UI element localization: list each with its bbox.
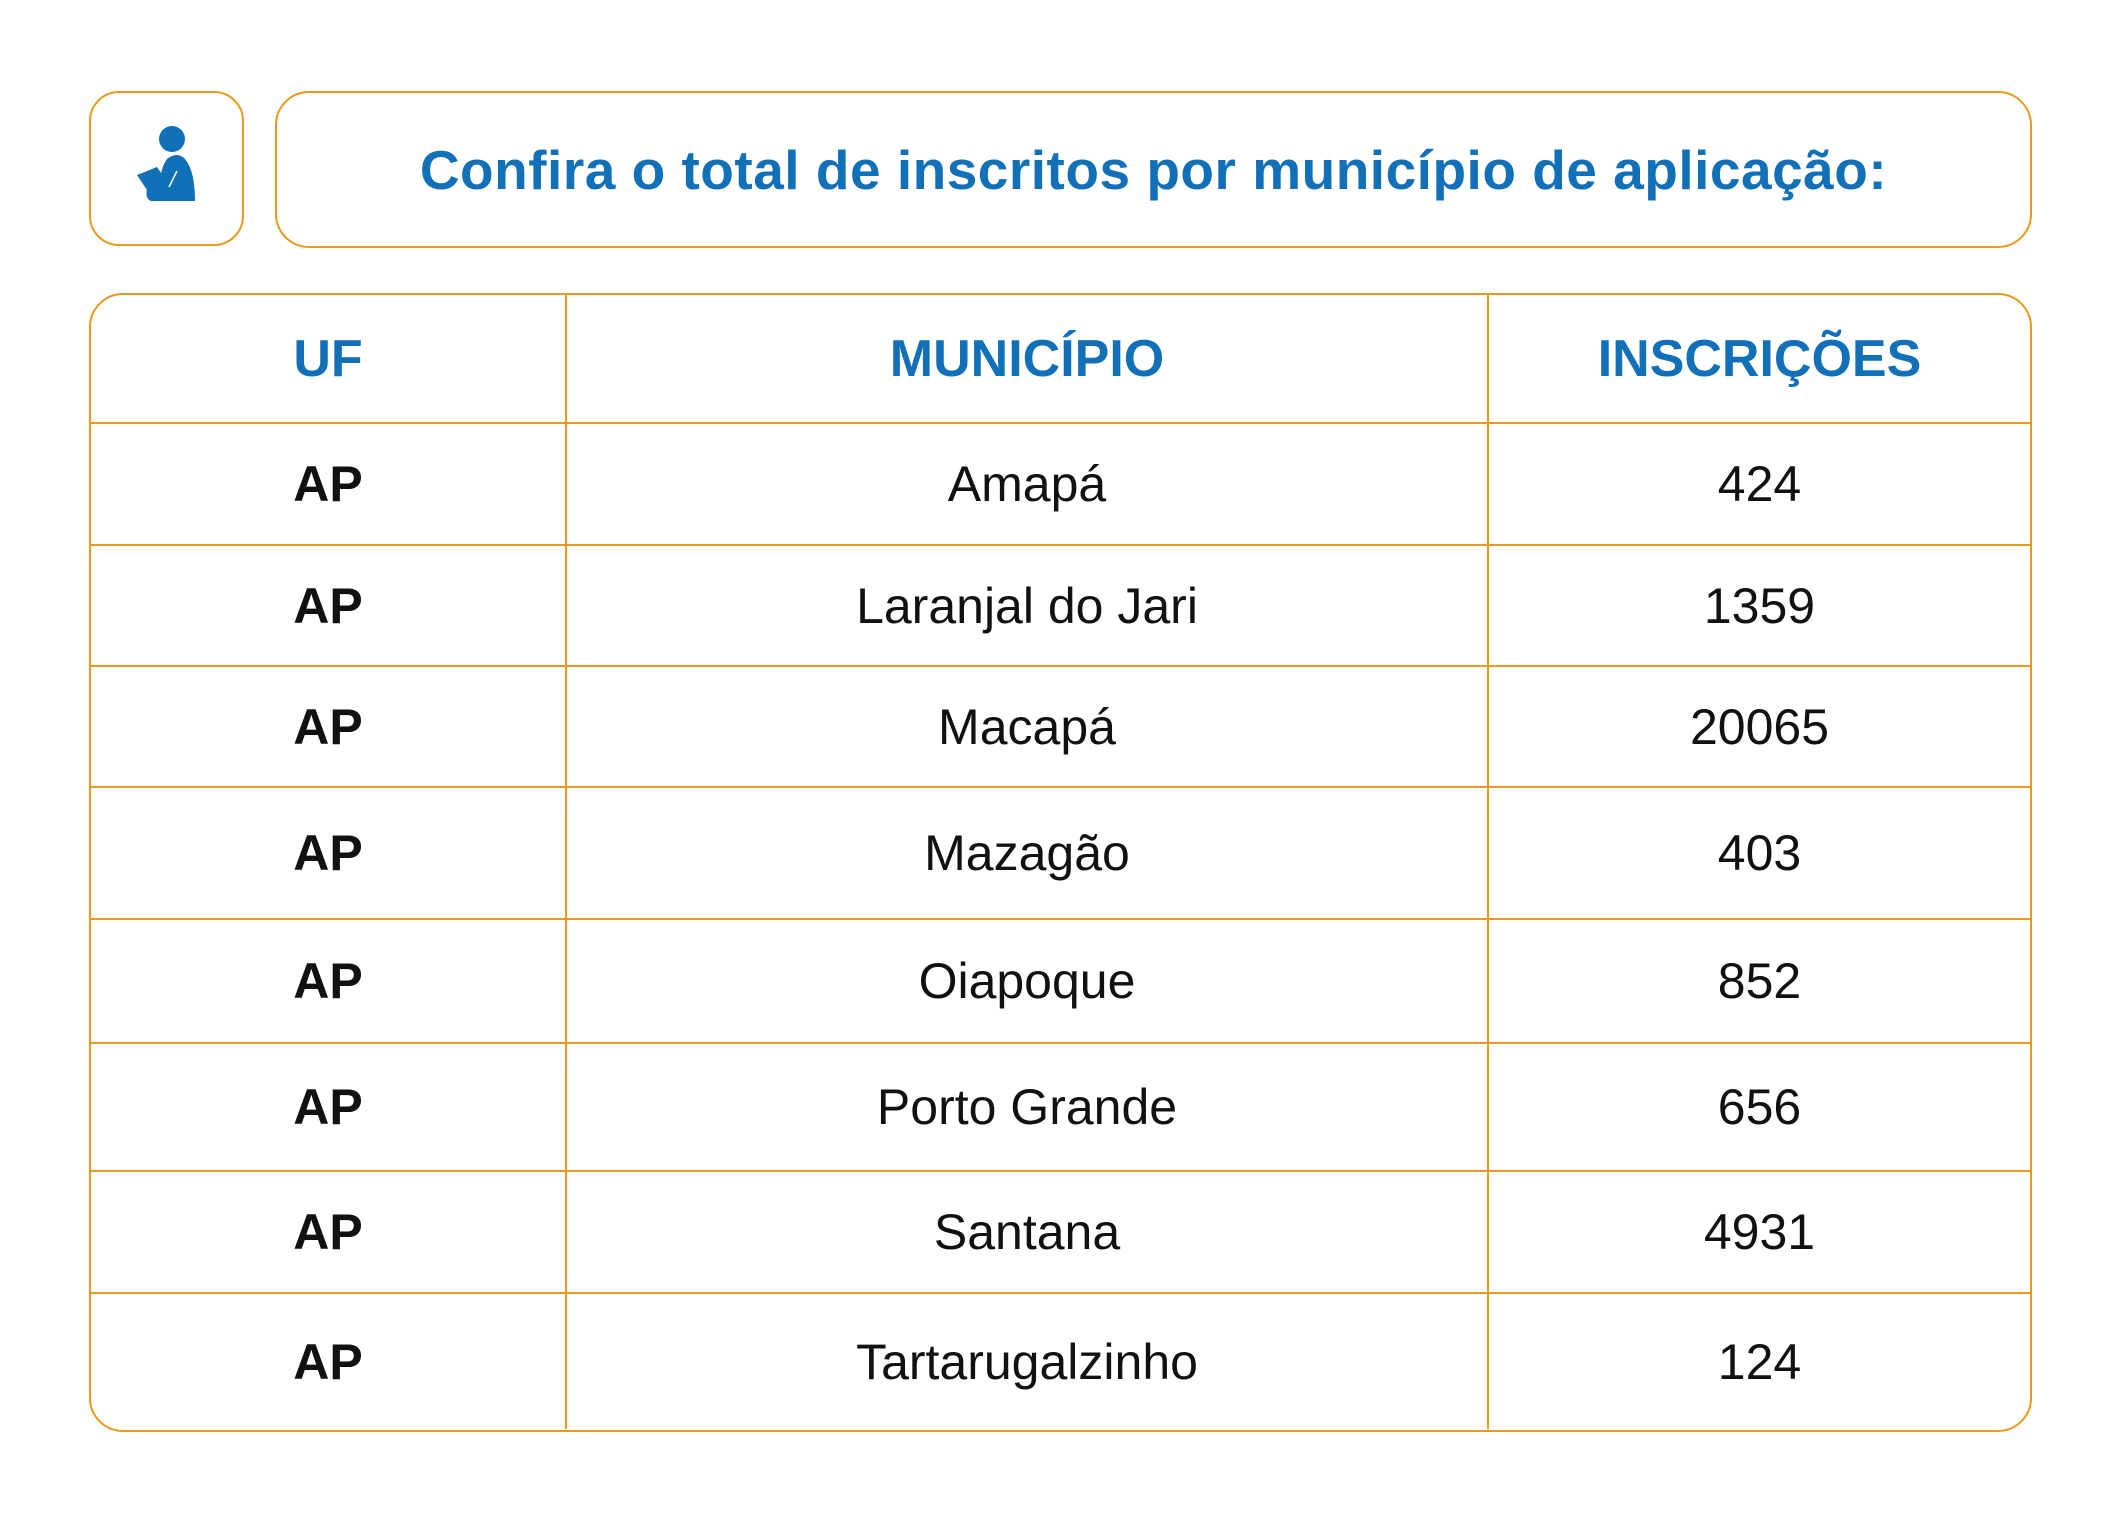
table-row: AP Laranjal do Jari 1359 (91, 546, 2030, 667)
table-row: AP Macapá 20065 (91, 667, 2030, 788)
cell-municipio: Amapá (565, 424, 1487, 544)
header-inscricoes: INSCRIÇÕES (1487, 295, 2030, 422)
table-row: AP Amapá 424 (91, 424, 2030, 546)
cell-uf: AP (293, 1333, 363, 1390)
cell-municipio: Oiapoque (565, 920, 1487, 1042)
header-uf: UF (293, 329, 363, 388)
page-title: Confira o total de inscritos por municíp… (419, 138, 1888, 201)
cell-inscricoes: 4931 (1487, 1172, 2030, 1292)
cell-uf: AP (293, 577, 363, 634)
title-box: Confira o total de inscritos por municíp… (275, 91, 2032, 248)
person-reading-icon (136, 125, 195, 201)
icon-box (89, 91, 244, 246)
cell-inscricoes: 656 (1487, 1044, 2030, 1170)
cell-municipio: Porto Grande (565, 1044, 1487, 1170)
cell-inscricoes: 124 (1487, 1294, 2030, 1429)
cell-uf: AP (293, 1079, 363, 1135)
cell-municipio: Tartarugalzinho (565, 1294, 1487, 1429)
cell-inscricoes: 424 (1487, 424, 2030, 544)
cell-inscricoes: 852 (1487, 920, 2030, 1042)
registrations-table: UF MUNICÍPIO INSCRIÇÕES AP Amapá 424 AP … (89, 293, 2032, 1432)
table-row: AP Mazagão 403 (91, 788, 2030, 920)
cell-inscricoes: 20065 (1487, 667, 2030, 786)
cell-uf: AP (293, 1204, 363, 1260)
table-row: AP Tartarugalzinho 124 (91, 1294, 2030, 1429)
cell-uf: AP (293, 825, 363, 881)
cell-municipio: Laranjal do Jari (565, 546, 1487, 665)
cell-municipio: Macapá (565, 667, 1487, 786)
cell-inscricoes: 403 (1487, 788, 2030, 918)
cell-uf: AP (293, 456, 363, 512)
table-row: AP Oiapoque 852 (91, 920, 2030, 1044)
cell-municipio: Mazagão (565, 788, 1487, 918)
cell-inscricoes: 1359 (1487, 546, 2030, 665)
cell-municipio: Santana (565, 1172, 1487, 1292)
table-header: UF MUNICÍPIO INSCRIÇÕES (91, 295, 2030, 424)
table-row: AP Porto Grande 656 (91, 1044, 2030, 1172)
cell-uf: AP (293, 953, 363, 1009)
header-municipio: MUNICÍPIO (565, 295, 1487, 422)
cell-uf: AP (293, 698, 363, 755)
table-row: AP Santana 4931 (91, 1172, 2030, 1294)
